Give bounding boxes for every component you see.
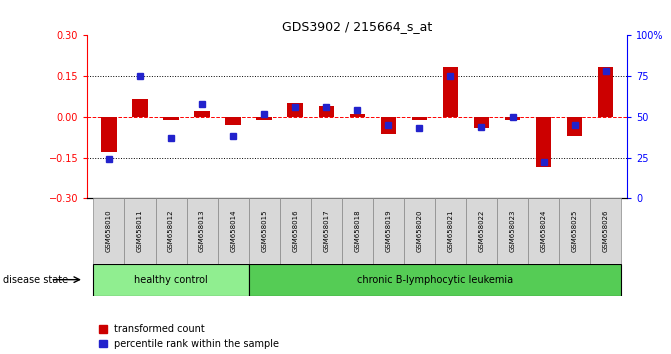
Bar — [411, 117, 427, 120]
Text: GSM658010: GSM658010 — [106, 210, 112, 252]
Text: GSM658013: GSM658013 — [199, 210, 205, 252]
Bar — [505, 117, 520, 120]
Text: GSM658012: GSM658012 — [168, 210, 174, 252]
Text: GSM658019: GSM658019 — [385, 210, 391, 252]
Bar — [350, 114, 365, 117]
Text: GSM658018: GSM658018 — [354, 210, 360, 252]
Bar — [225, 117, 241, 125]
Bar — [598, 67, 613, 117]
Bar — [536, 117, 552, 167]
Text: GSM658024: GSM658024 — [541, 210, 547, 252]
Text: GSM658025: GSM658025 — [572, 210, 578, 252]
Text: GSM658026: GSM658026 — [603, 210, 609, 252]
Title: GDS3902 / 215664_s_at: GDS3902 / 215664_s_at — [282, 20, 432, 33]
Bar — [528, 198, 559, 264]
Bar — [466, 198, 497, 264]
Bar — [125, 198, 156, 264]
Bar — [443, 67, 458, 117]
Bar — [93, 264, 249, 296]
Text: disease state: disease state — [3, 275, 68, 285]
Bar — [217, 198, 249, 264]
Bar — [187, 198, 217, 264]
Bar — [132, 99, 148, 117]
Text: GSM658015: GSM658015 — [261, 210, 267, 252]
Bar — [256, 117, 272, 120]
Bar — [567, 117, 582, 136]
Text: GSM658023: GSM658023 — [509, 210, 515, 252]
Bar — [280, 198, 311, 264]
Bar — [249, 198, 280, 264]
Bar — [319, 106, 334, 117]
Bar — [435, 198, 466, 264]
Bar — [342, 198, 373, 264]
Bar — [311, 198, 342, 264]
Bar — [474, 117, 489, 128]
Bar — [93, 198, 125, 264]
Bar — [287, 103, 303, 117]
Bar — [101, 117, 117, 152]
Legend: transformed count, percentile rank within the sample: transformed count, percentile rank withi… — [99, 324, 279, 349]
Text: GSM658017: GSM658017 — [323, 210, 329, 252]
Text: GSM658011: GSM658011 — [137, 210, 143, 252]
Bar — [559, 198, 590, 264]
Text: GSM658016: GSM658016 — [293, 210, 298, 252]
Text: chronic B-lymphocytic leukemia: chronic B-lymphocytic leukemia — [357, 275, 513, 285]
Bar — [380, 117, 396, 135]
Text: healthy control: healthy control — [134, 275, 208, 285]
Bar — [373, 198, 404, 264]
Bar — [156, 198, 187, 264]
Bar — [249, 264, 621, 296]
Bar — [195, 112, 210, 117]
Text: GSM658022: GSM658022 — [478, 210, 484, 252]
Bar — [404, 198, 435, 264]
Text: GSM658021: GSM658021 — [448, 210, 454, 252]
Text: GSM658014: GSM658014 — [230, 210, 236, 252]
Bar — [163, 117, 178, 120]
Bar — [590, 198, 621, 264]
Bar — [497, 198, 528, 264]
Text: GSM658020: GSM658020 — [417, 210, 422, 252]
